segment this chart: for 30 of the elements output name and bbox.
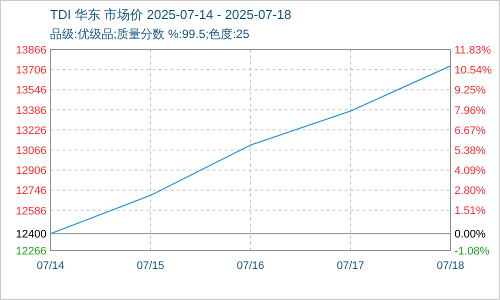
y2-tick-label: 10.54% [454, 64, 492, 77]
y-tick-label: 12906 [16, 165, 46, 178]
y2-tick-label: 7.96% [454, 104, 486, 117]
y2-tick-label: 2.80% [454, 185, 486, 198]
y2-tick-label: 5.38% [454, 144, 486, 157]
y-tick-label: 12400 [16, 228, 46, 241]
y2-tick-label: 4.09% [454, 165, 486, 178]
y2-tick-label: 9.25% [454, 84, 486, 97]
x-tick-label: 07/14 [36, 260, 64, 272]
y-tick-label: 13226 [16, 124, 46, 137]
y-tick-label: 13706 [16, 64, 46, 77]
y-tick-label: 12266 [16, 246, 46, 258]
y-tick-label: 13386 [16, 104, 46, 117]
y2-tick-label: 0.00% [454, 228, 486, 241]
y-tick-label: 12586 [16, 205, 46, 218]
x-tick-label: 07/16 [236, 260, 264, 272]
y2-tick-label: 6.67% [454, 124, 486, 137]
chart-subtitle: 品级:优级品;质量分数 %:99.5;色度:25 [50, 27, 250, 41]
y2-tick-label: -1.08% [454, 246, 490, 258]
line-series [50, 65, 452, 234]
x-tick-label: 07/15 [136, 260, 164, 272]
y-tick-label: 13866 [16, 44, 46, 56]
y-tick-label: 13546 [16, 84, 46, 97]
y-tick-label: 13066 [16, 145, 46, 157]
y2-tick-label: 11.83% [454, 44, 492, 56]
x-tick-label: 07/17 [336, 260, 364, 272]
x-tick-label: 07/18 [436, 260, 464, 272]
y-tick-label: 12746 [16, 185, 46, 198]
chart-title: TDI 华东 市场价 2025-07-14 - 2025-07-18 [50, 7, 292, 22]
y2-tick-label: 1.51% [454, 205, 486, 218]
